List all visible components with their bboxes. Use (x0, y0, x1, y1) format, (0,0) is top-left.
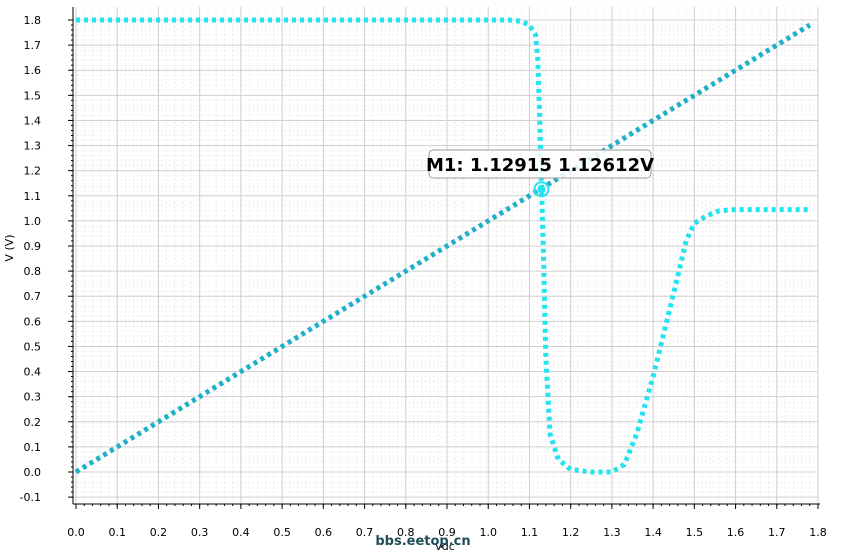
axes: -0.1 0.0 0.1 0.2 0.3 0.4 0.5 0.6 0.7 0.8 0.9 1.0 1.1… (20, 7, 827, 539)
y-tick-label: 0.6 (24, 315, 42, 328)
x-tick-label: 1.6 (727, 526, 745, 539)
series-layer (74, 17, 812, 475)
x-tick-label: 0.7 (356, 526, 374, 539)
x-tick-label: 1.3 (603, 526, 621, 539)
y-tick-label: 1.5 (24, 89, 42, 102)
marker-dot[interactable] (537, 185, 546, 194)
y-tick-label: 0.3 (24, 391, 42, 404)
y-axis-title: V (V) (3, 234, 16, 261)
x-tick-label: 0.6 (315, 526, 333, 539)
y-tick-label: 1.0 (24, 215, 42, 228)
x-tick-label: 0.4 (232, 526, 250, 539)
x-tick-label: 0.0 (67, 526, 85, 539)
y-tick-label: 1.2 (24, 165, 42, 178)
marker-label[interactable]: M1: 1.12915 1.12612V (426, 155, 654, 176)
x-tick-label: 1.8 (809, 526, 827, 539)
x-tick-label: 1.2 (562, 526, 580, 539)
watermark-text: bbs.eetop.cn (375, 534, 470, 549)
y-tick-label: 1.1 (24, 190, 42, 203)
x-tick-label: 0.8 (397, 526, 415, 539)
y-tick-label: 0.1 (24, 441, 42, 454)
y-tick-label: 0.7 (24, 290, 42, 303)
y-tick-label: 0.9 (24, 240, 42, 253)
x-tick-label: 0.2 (150, 526, 168, 539)
x-tick-label: 0.9 (438, 526, 456, 539)
y-tick-label: 0.4 (24, 366, 42, 379)
x-tick-label: 0.5 (273, 526, 291, 539)
y-tick-label: 0.2 (24, 416, 42, 429)
x-axis-title: vdc (435, 540, 455, 553)
y-tick-label: -0.1 (20, 491, 41, 504)
y-tick-label: 1.4 (24, 114, 42, 127)
marker-label-box[interactable] (428, 149, 652, 179)
x-tick-label: 1.0 (479, 526, 497, 539)
x-tick-label: 1.7 (768, 526, 786, 539)
x-tick-label: 1.4 (644, 526, 662, 539)
marker-layer[interactable]: M1: 1.12915 1.12612V (426, 149, 654, 198)
marker-ring[interactable] (533, 181, 550, 198)
y-tick-label: 1.3 (24, 140, 42, 153)
x-tick-label: 0.3 (191, 526, 209, 539)
x-tick-label: 1.1 (521, 526, 539, 539)
x-tick-label: 1.5 (686, 526, 704, 539)
x-tick-label: 0.1 (108, 526, 126, 539)
y-tick-label: 1.7 (24, 39, 42, 52)
series-line-2 (76, 17, 810, 475)
series-line-1 (74, 22, 812, 475)
y-tick-label: 0.0 (24, 466, 42, 479)
y-tick-label: 0.8 (24, 265, 42, 278)
y-tick-label: 0.5 (24, 340, 42, 353)
grid (73, 7, 819, 504)
y-tick-label: 1.6 (24, 64, 42, 77)
y-tick-label: 1.8 (24, 14, 42, 27)
